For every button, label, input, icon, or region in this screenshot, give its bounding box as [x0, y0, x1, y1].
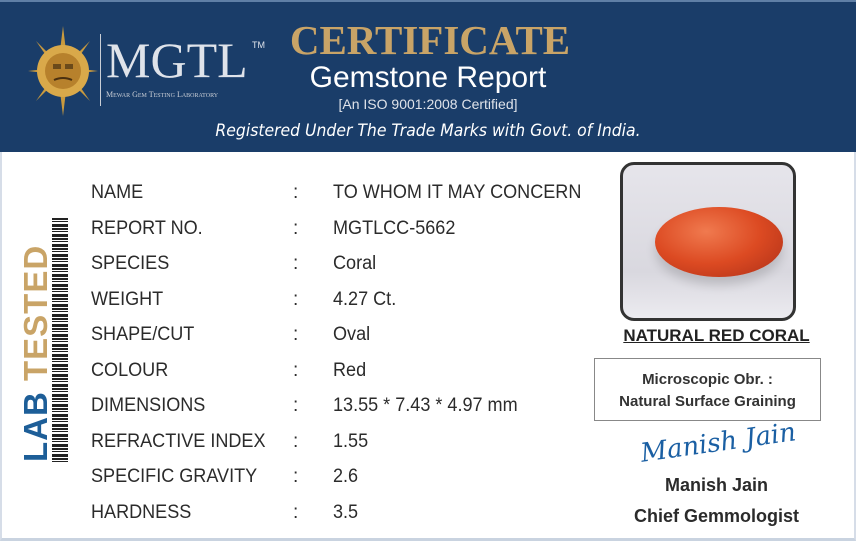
- colon: :: [293, 324, 299, 345]
- trademark: TM: [252, 40, 265, 50]
- iso-note: [An ISO 9001:2008 Certified]: [338, 96, 518, 112]
- lab-tested-stamp: LAB TESTED: [17, 245, 54, 462]
- divider: [100, 34, 101, 106]
- gem-photo: [620, 162, 796, 321]
- detail-value: MGTLCC-5662: [333, 217, 456, 239]
- colon: :: [293, 430, 299, 452]
- barcode-icon: [52, 218, 68, 462]
- detail-label: SHAPE/CUT: [91, 324, 195, 345]
- colon: :: [293, 217, 299, 239]
- detail-value: 2.6: [333, 466, 359, 487]
- colon: :: [293, 288, 299, 310]
- colon: :: [293, 182, 299, 203]
- colon: :: [293, 466, 299, 487]
- gem-name: NATURAL RED CORAL: [623, 326, 810, 345]
- detail-label: HARDNESS: [91, 501, 192, 523]
- signatory-name: Manish Jain: [664, 475, 769, 495]
- detail-value: Oval: [333, 324, 371, 345]
- detail-label: DIMENSIONS: [91, 395, 206, 416]
- detail-value: Coral: [333, 253, 377, 274]
- observation-label: Microscopic Obr. :: [642, 371, 773, 388]
- observation-box: Microscopic Obr. : Natural Surface Grain…: [594, 358, 821, 421]
- coral-stone-image: [655, 207, 783, 277]
- lab-name: Mewar Gem Testing Laboratory: [106, 90, 219, 99]
- signatory-title: Chief Gemmologist: [633, 506, 799, 526]
- colon: :: [293, 395, 299, 416]
- detail-value: 3.5: [333, 501, 359, 523]
- detail-label: SPECIES: [91, 253, 170, 274]
- lab-text: LAB: [17, 391, 54, 462]
- certificate-title: CERTIFICATE: [289, 17, 571, 63]
- sun-emblem-logo: [28, 26, 98, 116]
- logo-text: MGTL: [106, 32, 248, 88]
- certificate-body: [0, 152, 856, 541]
- detail-value: 4.27 Ct.: [333, 288, 397, 310]
- detail-value: 1.55: [333, 430, 369, 452]
- observation-value: Natural Surface Graining: [619, 393, 796, 410]
- colon: :: [293, 501, 299, 523]
- detail-value: Red: [333, 359, 367, 381]
- report-subtitle: Gemstone Report: [309, 61, 547, 94]
- detail-label: REFRACTIVE INDEX: [91, 430, 266, 452]
- detail-label: REPORT NO.: [91, 217, 203, 239]
- detail-label: COLOUR: [91, 359, 169, 381]
- colon: :: [293, 253, 299, 274]
- header-banner: MGTL TM Mewar Gem Testing Laboratory CER…: [0, 0, 856, 152]
- detail-value: 13.55 * 7.43 * 4.97 mm: [333, 395, 518, 416]
- detail-label: SPECIFIC GRAVITY: [91, 466, 258, 487]
- colon: :: [293, 359, 299, 381]
- registered-note: Registered Under The Trade Marks with Go…: [215, 121, 641, 141]
- detail-value: TO WHOM IT MAY CONCERN: [333, 182, 582, 203]
- detail-label: WEIGHT: [91, 288, 164, 310]
- detail-label: NAME: [91, 182, 144, 203]
- tested-text: TESTED: [17, 244, 54, 381]
